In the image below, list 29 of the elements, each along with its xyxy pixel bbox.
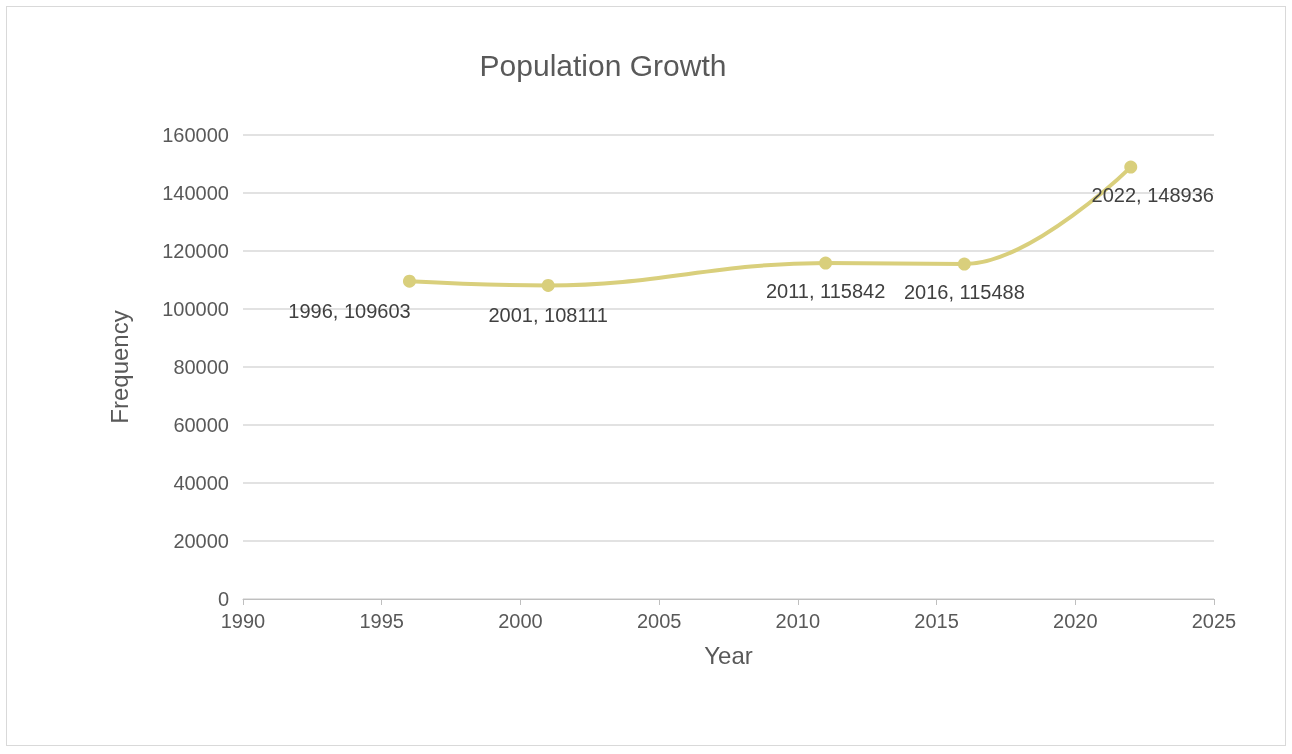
y-tick-label: 60000 bbox=[173, 414, 229, 436]
chart-title: Population Growth bbox=[479, 48, 727, 82]
data-label: 2011, 115842 bbox=[765, 279, 886, 302]
x-tick-label: 2025 bbox=[1191, 610, 1237, 632]
x-tick-label: 2020 bbox=[1053, 610, 1098, 632]
data-label: 1996, 109603 bbox=[288, 299, 411, 322]
x-tick-label: 2010 bbox=[775, 610, 821, 632]
y-tick-label: 0 bbox=[217, 588, 229, 610]
x-tick-label: 2005 bbox=[636, 610, 682, 632]
y-tick-label: 20000 bbox=[173, 530, 229, 552]
data-label: 2016, 115488 bbox=[903, 280, 1025, 303]
y-tick-label: 40000 bbox=[173, 472, 229, 494]
point bbox=[957, 257, 971, 271]
y-axis-title: Frequency bbox=[105, 310, 133, 424]
y-tick-label: 140000 bbox=[162, 182, 229, 204]
point bbox=[541, 278, 555, 292]
y-tick-label: 80000 bbox=[173, 356, 229, 378]
x-axis-title: Year bbox=[704, 641, 753, 669]
point bbox=[402, 274, 416, 288]
y-tick-label: 120000 bbox=[162, 240, 229, 262]
x-tick-label: 1990 bbox=[220, 610, 266, 632]
x-tick-label: 2000 bbox=[498, 610, 543, 632]
y-tick-label: 160000 bbox=[162, 124, 229, 146]
point bbox=[819, 256, 833, 270]
x-tick-label: 2015 bbox=[914, 610, 959, 632]
y-tick-label: 100000 bbox=[162, 298, 229, 320]
point bbox=[1124, 160, 1138, 174]
data-label: 2001, 108111 bbox=[488, 303, 608, 326]
x-tick-label: 1995 bbox=[359, 610, 404, 632]
